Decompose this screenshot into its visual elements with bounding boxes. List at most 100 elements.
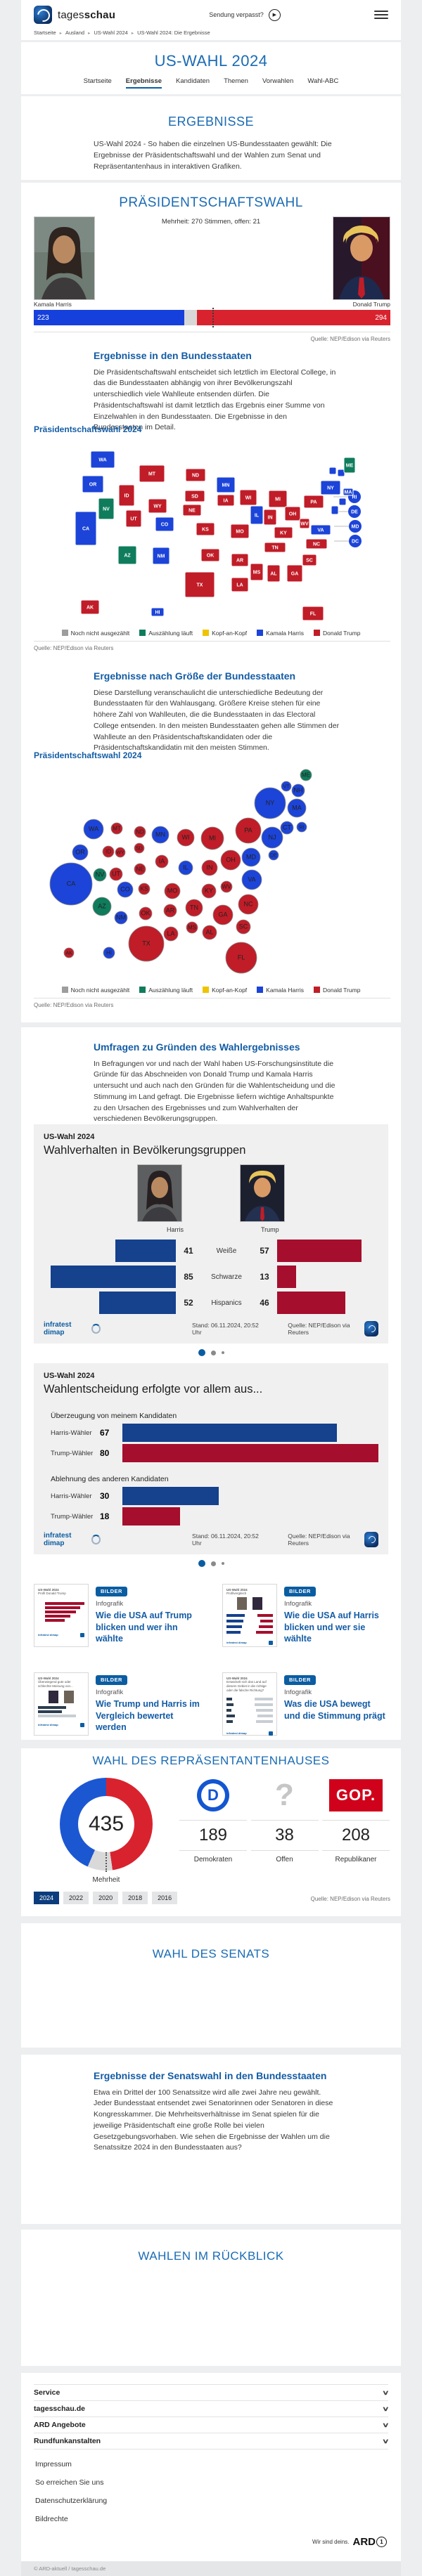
svg-text:CO: CO (120, 886, 130, 893)
footer-link-datenschutz[interactable]: Datenschutzerklärung (35, 2497, 108, 2505)
svg-text:CA: CA (67, 880, 76, 887)
header: tagesschau Sendung verpasst? ▶ Startseit… (21, 0, 401, 40)
us-bubble-map[interactable]: ME VT NH NY MA CT RI PA NJ WA MT ND MN WI MI OR ID WY SD IA… (21, 767, 401, 980)
majority-note: Mehrheit: 270 Stimmen, offen: 21 (161, 218, 261, 226)
dot-active[interactable] (198, 1560, 205, 1567)
svg-text:KS: KS (202, 528, 209, 533)
breadcrumb-item[interactable]: Startseite (34, 30, 56, 36)
svg-text:IL: IL (255, 514, 260, 519)
dot-active[interactable] (198, 1349, 205, 1356)
legend-item: Kamala Harris (257, 987, 304, 994)
menu-icon[interactable] (374, 11, 388, 19)
svg-text:ID: ID (106, 849, 111, 855)
footer-link-kontakt[interactable]: So erreichen Sie uns (35, 2478, 104, 2487)
legend-label: Noch nicht ausgezählt (70, 630, 130, 637)
svg-text:OR: OR (89, 483, 97, 488)
footer-link-impressum[interactable]: Impressum (35, 2460, 72, 2468)
dot[interactable] (210, 1350, 216, 1355)
infratest-arc-icon (91, 1535, 101, 1544)
brand-bold: schau (84, 8, 116, 21)
teaser-title[interactable]: Wie die USA auf Trump blicken und wer ih… (96, 1611, 192, 1644)
svg-text:SC: SC (306, 559, 313, 564)
trump-bar (277, 1266, 297, 1288)
infographic-motivation[interactable]: US-Wahl 2024 Wahlentscheidung erfolgte v… (34, 1363, 388, 1554)
carousel-dots[interactable] (21, 1349, 401, 1356)
svg-text:MD: MD (352, 525, 359, 530)
harris-value: 41 (184, 1246, 193, 1256)
states-heading[interactable]: Ergebnisse in den Bundesstaaten (94, 350, 252, 361)
open-label: Offen (276, 1856, 293, 1863)
footer-accordion-rundfunk[interactable]: Rundfunkanstalten ∨ (34, 2433, 390, 2450)
brand-wordmark[interactable]: tagesschau (58, 9, 115, 21)
year-2016[interactable]: 2016 (152, 1892, 178, 1904)
svg-text:IN: IN (268, 516, 273, 521)
svg-text:OK: OK (207, 554, 215, 559)
legend-item: Auszählung läuft (139, 987, 193, 994)
size-heading[interactable]: Ergebnisse nach Größe der Bundesstaaten (94, 670, 296, 682)
teaser-title[interactable]: Wie die USA auf Harris blicken und wer s… (284, 1611, 379, 1644)
carousel-dots[interactable] (21, 1560, 401, 1567)
infratest-arc-icon (91, 1324, 101, 1334)
row-value: 30 (100, 1491, 110, 1501)
teaser-thumbnail: US-Wahl 2024 Profilvergleich infratest d… (222, 1584, 277, 1647)
svg-text:TN: TN (190, 904, 198, 911)
mot-row: Trump-Wähler 18 (51, 1507, 378, 1526)
tab-ergebnisse[interactable]: Ergebnisse (125, 77, 162, 89)
tab-kandidaten[interactable]: Kandidaten (176, 77, 210, 85)
accordion-label: tagesschau.de (34, 2405, 85, 2413)
teaser-trump-profile[interactable]: US-Wahl 2024 Profil Donald Trump infrate… (34, 1584, 200, 1647)
us-choropleth-map[interactable]: RI DE MD DC WA OR CA ID NV UT AZ MT WY CO NM ND SD NE KS OK… (21, 440, 401, 628)
dot[interactable] (221, 1351, 224, 1354)
teaser-kicker: Infografik (284, 1689, 312, 1696)
footer-accordion-tagesschau[interactable]: tagesschau.de ∨ (34, 2400, 390, 2416)
tagesschau-app-icon[interactable] (34, 6, 53, 25)
svg-text:WV: WV (300, 522, 309, 527)
teaser-harris-profile[interactable]: US-Wahl 2024 Profilvergleich infratest d… (222, 1584, 388, 1647)
tab-vorwahlen[interactable]: Vorwahlen (262, 77, 294, 85)
trump-value: 57 (260, 1246, 269, 1256)
year-2022[interactable]: 2022 (63, 1892, 89, 1904)
senate-results-heading[interactable]: Ergebnisse der Senatswahl in den Bundess… (94, 2070, 327, 2081)
tab-startseite[interactable]: Startseite (83, 77, 112, 85)
infographic-demographics[interactable]: US-Wahl 2024 Wahlverhalten in Bevölkerun… (34, 1124, 388, 1344)
breadcrumb-item[interactable]: US-Wahl 2024: Die Ergebnisse (137, 30, 210, 36)
svg-text:HI: HI (106, 950, 112, 956)
teaser-comparison[interactable]: US-Wahl 2024 Überwiegend gute oder schle… (34, 1672, 200, 1736)
map-title: Präsidentschaftswahl 2024 (34, 424, 142, 434)
breadcrumb-item[interactable]: Ausland (65, 30, 85, 36)
footer-accordion-ard[interactable]: ARD Angebote ∨ (34, 2416, 390, 2433)
umfragen-heading[interactable]: Umfragen zu Gründen des Wahlergebnisses (94, 1041, 300, 1053)
electoral-vote-bar[interactable]: 223 294 (34, 308, 390, 327)
dot[interactable] (221, 1562, 224, 1565)
svg-text:TX: TX (142, 940, 151, 947)
footer-accordion-service[interactable]: Service ∨ (34, 2384, 390, 2400)
legend-swatch-tossup (203, 987, 210, 993)
house-donut-chart[interactable]: 435 (60, 1778, 153, 1872)
tab-themen[interactable]: Themen (224, 77, 248, 85)
senate-card: WAHL DES SENATS (21, 1923, 401, 2048)
page-title: US-WAHL 2024 (154, 52, 268, 70)
teaser-mood[interactable]: US-Wahl 2024 Entwickelt sich das Land au… (222, 1672, 388, 1736)
footer-link-bildrechte[interactable]: Bildrechte (35, 2515, 68, 2523)
dot[interactable] (210, 1561, 216, 1566)
play-icon[interactable]: ▶ (268, 8, 281, 21)
umfragen-card: Umfragen zu Gründen des Wahlergebnisses … (21, 1027, 401, 1740)
legend-item: Kopf-an-Kopf (203, 987, 247, 994)
legend-swatch-trump (314, 630, 321, 636)
teaser-title[interactable]: Wie Trump und Harris im Vergleich bewert… (96, 1699, 200, 1732)
missed-show-link[interactable]: Sendung verpasst? (209, 11, 264, 18)
year-2024[interactable]: 2024 (34, 1892, 60, 1904)
year-2018[interactable]: 2018 (122, 1892, 148, 1904)
tab-wahl-abc[interactable]: Wahl-ABC (307, 77, 339, 85)
house-card: WAHL DES REPRÄSENTANTENHAUSES 435 Mehrhe… (21, 1748, 401, 1916)
svg-text:NV: NV (103, 507, 110, 512)
teaser-kicker: Infografik (96, 1600, 124, 1608)
teaser-title[interactable]: Was die USA bewegt und die Stimmung präg… (284, 1699, 385, 1721)
source-note: Quelle: NEP/Edison via Reuters (310, 1896, 390, 1902)
gop-logo-icon: GOP. (328, 1779, 383, 1811)
breadcrumb-item[interactable]: US-Wahl 2024 (94, 30, 128, 36)
year-2020[interactable]: 2020 (93, 1892, 119, 1904)
svg-text:OR: OR (75, 849, 85, 856)
section-title-house: WAHL DES REPRÄSENTANTENHAUSES (92, 1754, 330, 1767)
